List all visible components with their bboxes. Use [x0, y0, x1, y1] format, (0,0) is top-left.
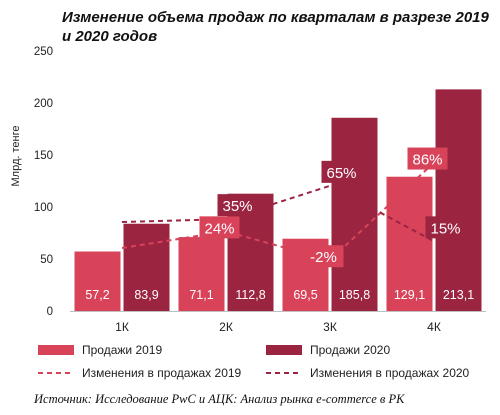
change-line-2020	[121, 184, 435, 243]
x-tick-label: 2К	[219, 320, 233, 334]
bar-value-label: 213,1	[443, 288, 474, 302]
change-badge	[321, 160, 362, 183]
change-badge	[199, 216, 240, 239]
y-tick-label: 100	[34, 202, 53, 214]
bar-value-label: 129,1	[394, 288, 425, 302]
y-tick-label: 250	[34, 46, 53, 58]
legend-label: Изменения в продажах 2019	[82, 366, 242, 380]
chart-title: Изменение объема продаж по кварталам в р…	[62, 9, 489, 45]
change-label: 35%	[222, 198, 252, 215]
legend-label: Изменения в продажах 2020	[310, 366, 470, 380]
y-tick-label: 150	[34, 150, 53, 162]
y-tick-label: 0	[47, 306, 53, 318]
change-badge	[407, 147, 448, 170]
x-tick-label: 1К	[115, 320, 129, 334]
bar-value-label: 185,8	[339, 288, 370, 302]
change-badge	[217, 194, 258, 217]
x-tick-label: 3К	[323, 320, 337, 334]
bar-value-label: 83,9	[134, 288, 158, 302]
change-label: -2%	[310, 249, 337, 266]
legend-label: Продажи 2019	[82, 343, 162, 357]
change-label: 15%	[430, 220, 460, 237]
change-badge	[303, 245, 344, 268]
bar-2020	[123, 223, 170, 311]
bar-value-label: 57,2	[85, 288, 109, 302]
change-badge	[425, 216, 466, 239]
change-label: 24%	[204, 220, 234, 237]
y-axis-label: Млрд. тенге	[10, 126, 22, 187]
bar-2020	[331, 117, 378, 311]
bar-2019	[178, 237, 225, 311]
bar-2020	[435, 89, 482, 311]
change-label: 86%	[412, 152, 442, 169]
bar-value-label: 69,5	[293, 288, 317, 302]
legend-swatch	[266, 345, 302, 355]
legend-label: Продажи 2020	[310, 343, 390, 357]
source-note: Источник: Исследование PwC и АЦК: Анализ…	[34, 392, 405, 406]
bar-value-label: 112,8	[235, 288, 265, 302]
y-tick-label: 50	[40, 254, 53, 266]
x-tick-label: 4К	[427, 320, 441, 334]
change-label: 65%	[326, 165, 356, 182]
y-tick-label: 200	[34, 98, 53, 110]
legend-swatch	[38, 345, 74, 355]
bar-2019	[74, 251, 121, 311]
bar-value-label: 71,1	[189, 288, 213, 302]
